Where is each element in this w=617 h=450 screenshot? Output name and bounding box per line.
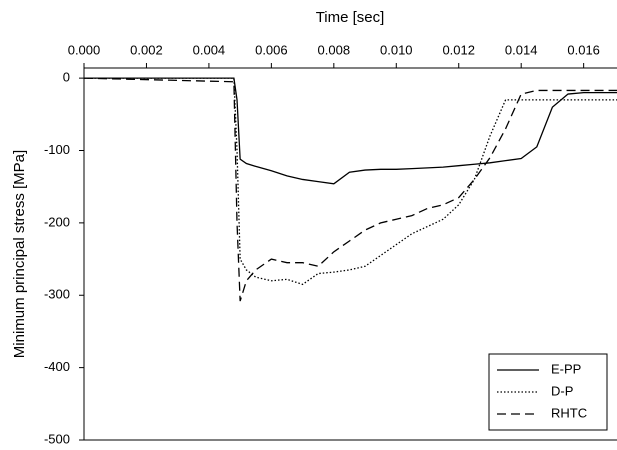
x-tick-label: 0.008 — [318, 42, 351, 57]
series-line — [84, 77, 617, 286]
x-tick-label: 0.010 — [380, 42, 413, 57]
series-line — [83, 77, 617, 302]
y-axis-title: Minimum principal stress [MPa] — [11, 150, 28, 358]
y-tick-label: -300 — [44, 287, 70, 302]
x-tick-label: 0.014 — [505, 42, 538, 57]
y-tick-label: -500 — [44, 431, 70, 446]
legend-label: E-PP — [551, 361, 581, 376]
y-tick-label: -200 — [44, 214, 70, 229]
series-line — [84, 77, 617, 185]
x-tick-label: 0.012 — [442, 42, 475, 57]
x-tick-label: 0.016 — [567, 42, 600, 57]
y-tick-label: 0 — [63, 70, 70, 85]
y-tick-label: -400 — [44, 359, 70, 374]
legend-label: D-P — [551, 383, 573, 398]
y-tick-label: -100 — [44, 142, 70, 157]
x-tick-label: 0.002 — [130, 42, 163, 57]
x-axis-title: Time [sec] — [316, 9, 385, 26]
x-tick-label: 0.006 — [255, 42, 288, 57]
x-tick-label: 0.000 — [68, 42, 101, 57]
legend-label: RHTC — [551, 405, 587, 420]
legend-box — [488, 353, 608, 431]
x-tick-label: 0.004 — [193, 42, 226, 57]
